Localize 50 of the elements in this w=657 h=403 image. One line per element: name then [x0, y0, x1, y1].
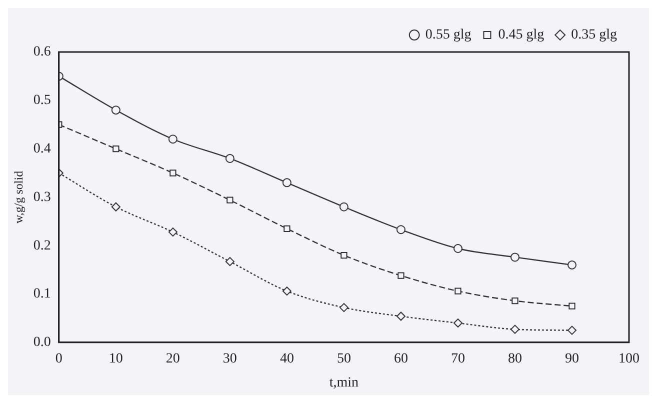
x-tick-label: 0: [55, 351, 62, 366]
x-tick-label: 50: [336, 351, 351, 366]
x-tick-label: 70: [450, 351, 465, 366]
point: [168, 228, 178, 237]
point: [111, 202, 120, 212]
legend-label: 0.55 glg: [425, 28, 472, 43]
point: [567, 326, 576, 335]
x-tick-label: 100: [618, 351, 640, 366]
point: [339, 303, 348, 312]
point: [225, 154, 234, 163]
point: [340, 252, 348, 259]
x-tick-label: 20: [166, 351, 180, 366]
point: [396, 225, 406, 234]
x-tick-label: 40: [280, 351, 294, 366]
x-tick-label: 80: [508, 351, 522, 366]
point: [454, 288, 462, 294]
y-tick-label: 0.1: [33, 286, 51, 302]
y-tick-label: 0.2: [33, 238, 51, 254]
point: [568, 302, 576, 310]
y-tick-label: 0.4: [33, 141, 51, 156]
x-axis-title: t,min: [329, 375, 359, 390]
x-tick-label: 90: [564, 351, 579, 366]
point: [512, 297, 518, 304]
point: [168, 134, 178, 144]
point: [453, 244, 462, 254]
legend-label: 0.35 glg: [571, 28, 617, 43]
legend-label: 0.45 glg: [498, 28, 544, 43]
y-axis-title: w,g/g solid: [11, 170, 26, 224]
x-tick-label: 10: [108, 351, 123, 366]
y-tick-label: 0.3: [33, 190, 51, 205]
point: [398, 272, 404, 279]
x-tick-label: 30: [222, 351, 237, 366]
point: [567, 260, 576, 270]
point: [111, 106, 120, 115]
y-tick-label: 0.5: [33, 93, 51, 108]
point: [282, 178, 292, 188]
y-tick-label: 0.0: [33, 335, 51, 350]
point: [225, 257, 234, 266]
x-tick-label: 60: [394, 351, 408, 366]
point: [170, 170, 176, 176]
point: [339, 202, 348, 212]
point: [510, 252, 520, 262]
point: [284, 225, 290, 232]
point: [112, 145, 120, 152]
point: [453, 318, 462, 328]
point: [282, 286, 292, 296]
y-tick-label: 0.6: [33, 44, 51, 60]
point: [510, 324, 520, 334]
point: [226, 196, 234, 204]
point: [396, 312, 406, 321]
